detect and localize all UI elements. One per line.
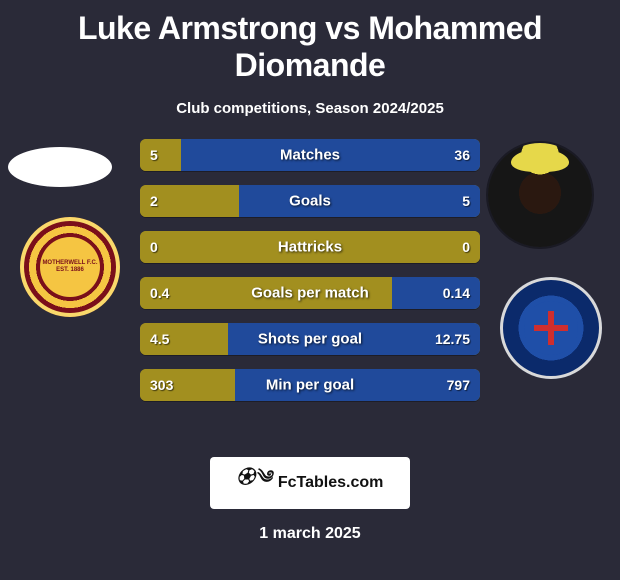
stat-bar: 25Goals bbox=[140, 185, 480, 217]
comparison-stage: MOTHERWELL F.C. EST. 1886 536Matches 25Go… bbox=[0, 139, 620, 439]
stat-label: Min per goal bbox=[140, 377, 480, 394]
stat-bars: 536Matches 25Goals 00Hattricks 0.40.14Goals… bbox=[140, 139, 480, 401]
stat-bar: 00Hattricks bbox=[140, 231, 480, 263]
crest-left-inner: MOTHERWELL F.C. EST. 1886 bbox=[40, 237, 100, 297]
player-left-avatar bbox=[8, 147, 112, 187]
player-left-crest: MOTHERWELL F.C. EST. 1886 bbox=[20, 217, 120, 317]
stat-bar: 536Matches bbox=[140, 139, 480, 171]
date-label: 1 march 2025 bbox=[0, 525, 620, 543]
brand-text: FcTables.com bbox=[278, 474, 384, 492]
stat-label: Goals per match bbox=[140, 285, 480, 302]
stat-label: Hattricks bbox=[140, 239, 480, 256]
player-right-avatar bbox=[488, 143, 592, 247]
subtitle: Club competitions, Season 2024/2025 bbox=[0, 100, 620, 117]
brand-box: ⚽︎༄ FcTables.com bbox=[210, 457, 410, 509]
crest-left-text-bottom: EST. 1886 bbox=[56, 267, 84, 274]
stat-label: Goals bbox=[140, 193, 480, 210]
page-title: Luke Armstrong vs Mohammed Diomande bbox=[0, 0, 620, 84]
player-right-crest bbox=[500, 277, 602, 379]
stat-bar: 4.512.75Shots per goal bbox=[140, 323, 480, 355]
crest-left-text-top: MOTHERWELL F.C. bbox=[42, 260, 97, 267]
stat-label: Shots per goal bbox=[140, 331, 480, 348]
stat-bar: 0.40.14Goals per match bbox=[140, 277, 480, 309]
crest-right-inner bbox=[524, 301, 578, 355]
brand-icon: ⚽︎༄ bbox=[237, 458, 272, 508]
stat-label: Matches bbox=[140, 147, 480, 164]
stat-bar: 303797Min per goal bbox=[140, 369, 480, 401]
